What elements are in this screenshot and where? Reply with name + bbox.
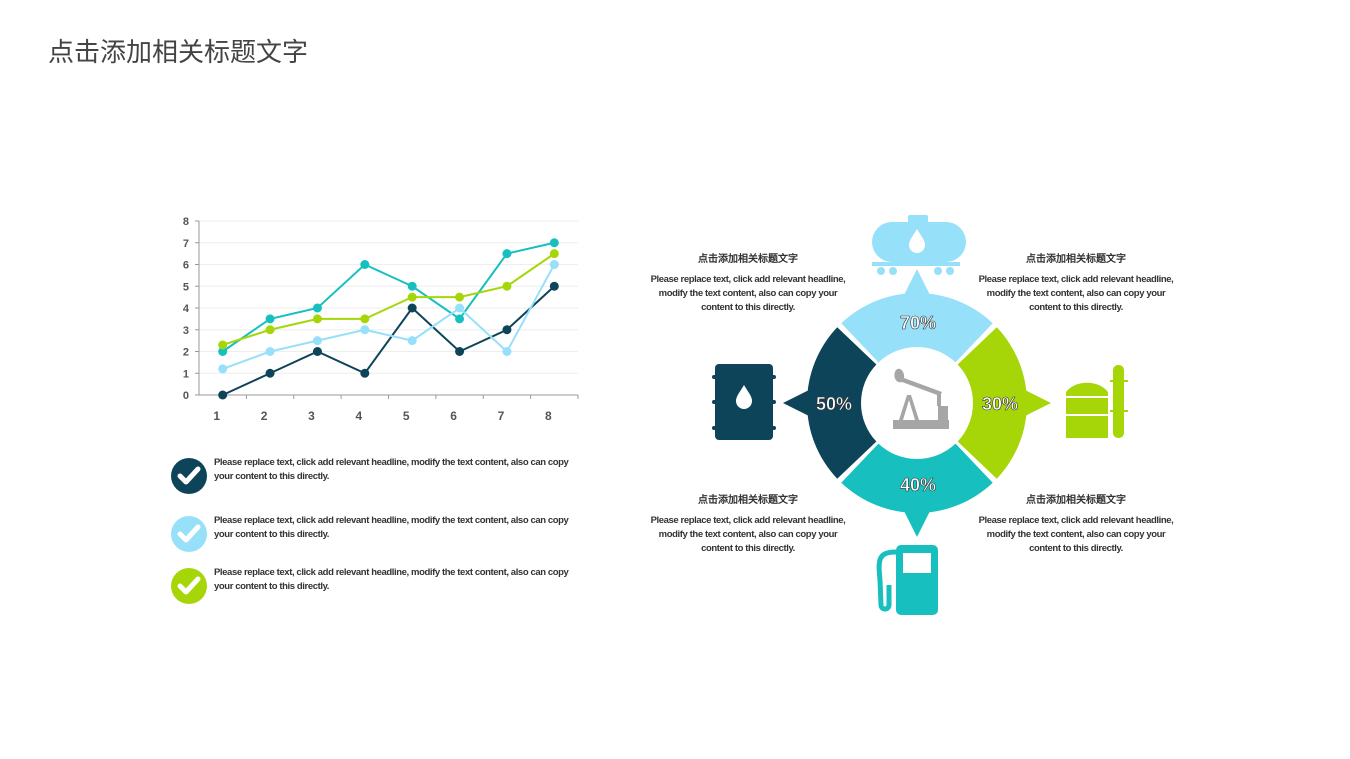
ring-segment-30	[957, 327, 1027, 479]
gas-pump-icon	[876, 545, 938, 615]
y-tick-label: 0	[183, 390, 189, 402]
block-text: Please replace text, click add relevant …	[650, 515, 846, 554]
data-point	[549, 260, 559, 269]
bullet-text: Please replace text, click add relevant …	[214, 515, 569, 540]
x-tick-label: 2	[261, 409, 268, 423]
data-point	[360, 368, 370, 378]
x-tick-label: 8	[545, 409, 552, 423]
data-point	[265, 314, 275, 324]
data-point	[407, 303, 417, 313]
series-line-2	[222, 241, 555, 353]
series-line-4	[222, 264, 556, 370]
series-line-1	[222, 285, 555, 396]
x-tick-label: 1	[213, 409, 220, 423]
segment-pointer	[903, 509, 931, 537]
data-point	[265, 347, 275, 356]
block-text: Please replace text, click add relevant …	[978, 515, 1174, 554]
block-text: Please replace text, click add relevant …	[978, 274, 1174, 313]
data-point	[360, 325, 370, 335]
block-heading: 点击添加相关标题文字	[698, 495, 798, 506]
y-tick-label: 6	[183, 260, 189, 272]
page-title: 点击添加相关标题文字	[48, 37, 309, 67]
y-tick-label: 5	[183, 281, 189, 293]
text-block-top-right: 点击添加相关标题文字 Please replace text, click ad…	[976, 250, 1176, 315]
oil-barrel-icon	[712, 364, 776, 440]
data-point	[360, 314, 370, 324]
y-tick-label: 3	[183, 325, 189, 337]
ring-segment-50	[807, 327, 877, 479]
refinery-tank-icon	[1066, 365, 1128, 438]
segment-label: 40%	[900, 475, 936, 495]
check-icon	[171, 568, 207, 604]
data-point	[502, 249, 512, 259]
data-point	[455, 292, 465, 302]
bullet-text: Please replace text, click add relevant …	[214, 457, 569, 482]
y-tick-label: 7	[183, 238, 189, 250]
data-point	[312, 314, 322, 324]
text-block-bottom-right: 点击添加相关标题文字 Please replace text, click ad…	[976, 491, 1176, 556]
segment-label: 30%	[982, 394, 1018, 414]
y-tick-label: 1	[183, 368, 189, 380]
x-tick-label: 7	[498, 409, 505, 423]
y-tick-label: 8	[183, 216, 189, 228]
ring-segment-40	[841, 443, 993, 513]
data-point	[502, 347, 512, 356]
text-block-top-left: 点击添加相关标题文字 Please replace text, click ad…	[648, 250, 848, 315]
data-point	[407, 281, 417, 291]
block-text: Please replace text, click add relevant …	[650, 274, 846, 313]
data-point	[218, 390, 228, 400]
segment-pointer	[783, 389, 811, 417]
data-point	[218, 364, 228, 374]
data-point	[312, 336, 322, 346]
segment-label: 70%	[900, 313, 936, 333]
data-point	[312, 303, 322, 313]
x-tick-label: 3	[308, 409, 315, 423]
x-tick-label: 5	[403, 409, 410, 423]
block-heading: 点击添加相关标题文字	[698, 254, 798, 265]
data-point	[312, 347, 322, 356]
block-heading: 点击添加相关标题文字	[1026, 495, 1126, 506]
data-point	[455, 303, 465, 313]
data-point	[549, 238, 559, 248]
data-point	[455, 347, 465, 356]
series-line-3	[222, 252, 555, 346]
data-point	[549, 249, 559, 259]
data-point	[360, 260, 370, 269]
segment-pointer	[1023, 389, 1051, 417]
text-block-bottom-left: 点击添加相关标题文字 Please replace text, click ad…	[648, 491, 848, 556]
data-point	[407, 292, 417, 302]
bullet-text: Please replace text, click add relevant …	[214, 567, 569, 592]
segment-label: 50%	[816, 394, 852, 414]
data-point	[455, 314, 465, 324]
data-point	[218, 347, 228, 356]
data-point	[407, 336, 417, 346]
y-tick-label: 2	[183, 347, 189, 359]
data-point	[218, 340, 228, 350]
block-heading: 点击添加相关标题文字	[1026, 254, 1126, 265]
check-icon	[171, 516, 207, 552]
data-point	[265, 325, 275, 335]
data-point	[502, 325, 512, 335]
data-point	[265, 368, 275, 378]
segment-pointer	[903, 269, 931, 297]
oil-tanker-truck-icon	[872, 215, 966, 275]
x-tick-label: 4	[355, 409, 362, 423]
oil-pumpjack-icon	[893, 368, 949, 429]
x-tick-label: 6	[450, 409, 457, 423]
data-point	[502, 281, 512, 291]
check-icon	[171, 458, 207, 494]
y-tick-label: 4	[183, 303, 190, 315]
ring-segment-70	[841, 293, 993, 363]
data-point	[549, 281, 559, 291]
